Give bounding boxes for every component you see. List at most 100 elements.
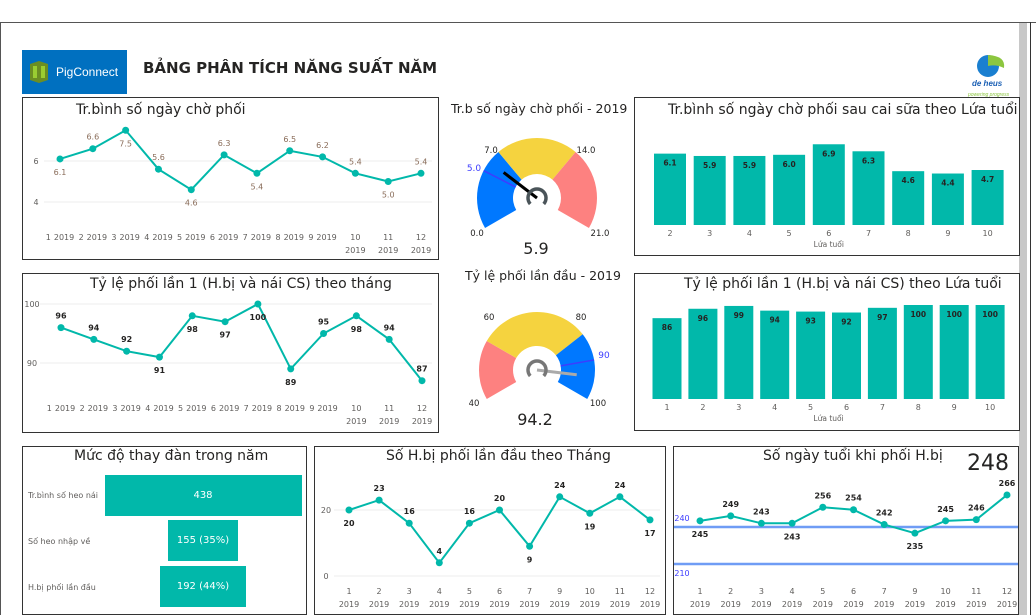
data-point[interactable] — [385, 335, 393, 343]
x-tick-label: 12 2019 — [412, 404, 432, 426]
x-tick-month: 2 — [79, 233, 84, 242]
data-label: 246 — [968, 504, 985, 513]
data-label: 4.6 — [185, 199, 198, 208]
x-tick-label: 5 2019 — [178, 404, 206, 413]
data-point[interactable] — [57, 324, 65, 332]
data-point[interactable] — [254, 300, 262, 308]
bar[interactable] — [812, 144, 845, 225]
data-point[interactable] — [287, 365, 295, 373]
data-point[interactable] — [526, 542, 534, 550]
data-point[interactable] — [418, 377, 426, 385]
x-tick-label: 9 2019 — [309, 404, 337, 413]
bar[interactable] — [867, 307, 897, 399]
data-point[interactable] — [616, 493, 624, 501]
data-point[interactable] — [586, 509, 594, 517]
data-point[interactable] — [90, 335, 98, 343]
data-point[interactable] — [384, 178, 392, 185]
x-tick-label: 5 — [787, 229, 792, 238]
data-point[interactable] — [253, 169, 261, 177]
data-point[interactable] — [496, 506, 503, 514]
bar[interactable] — [688, 308, 718, 399]
data-point[interactable] — [942, 517, 950, 525]
x-tick-month: 1 — [697, 587, 702, 596]
bar[interactable] — [652, 318, 682, 399]
bar-value-label: 6.0 — [782, 160, 795, 169]
bar[interactable] — [760, 310, 790, 399]
x-tick-label: 1 — [664, 403, 669, 412]
bar[interactable] — [733, 155, 766, 225]
data-point[interactable] — [351, 169, 359, 177]
x-tick-year: 2019 — [345, 246, 365, 255]
funnel-bar[interactable]: 155 (35%) — [168, 520, 238, 561]
data-point[interactable] — [319, 153, 327, 161]
data-label: 94 — [88, 323, 100, 332]
data-point[interactable] — [880, 521, 888, 529]
gauge-hub — [526, 187, 548, 206]
funnel-bar[interactable]: 192 (44%) — [159, 566, 247, 607]
data-point[interactable] — [89, 145, 97, 153]
data-point[interactable] — [220, 151, 228, 159]
x-tick-label: 1 2019 — [690, 587, 710, 609]
bar[interactable] — [971, 170, 1004, 225]
x-tick-month: 6 — [851, 587, 856, 596]
data-point[interactable] — [155, 353, 163, 361]
data-point[interactable] — [417, 169, 425, 177]
bar[interactable] — [654, 153, 686, 225]
x-tick-month: 5 — [820, 587, 825, 596]
bar[interactable] — [975, 305, 1005, 399]
funnel-bar[interactable]: 438 — [104, 475, 302, 516]
data-point[interactable] — [727, 512, 735, 520]
x-tick-year: 2019 — [185, 233, 205, 242]
data-point[interactable] — [352, 312, 360, 320]
data-point[interactable] — [154, 165, 162, 173]
bar[interactable] — [693, 155, 726, 225]
data-point[interactable] — [435, 559, 443, 567]
vertical-scrollbar[interactable] — [1019, 23, 1027, 615]
x-tick-year: 2019 — [997, 600, 1017, 609]
data-point[interactable] — [646, 516, 654, 524]
gauge-scale-label: 40 — [469, 399, 480, 409]
data-point[interactable] — [286, 147, 294, 155]
frame-border-top — [0, 22, 1036, 23]
data-point[interactable] — [56, 155, 64, 163]
bar[interactable] — [724, 305, 754, 399]
data-point[interactable] — [405, 519, 413, 527]
bar[interactable] — [796, 311, 826, 399]
bar[interactable] — [931, 173, 964, 225]
x-tick-year: 2019 — [399, 600, 419, 609]
data-point[interactable] — [696, 517, 704, 525]
logo-text: PigConnect — [56, 65, 119, 79]
x-tick-label: 2 — [700, 403, 705, 412]
data-point[interactable] — [188, 312, 196, 320]
data-point[interactable] — [123, 347, 131, 355]
data-point[interactable] — [788, 519, 796, 527]
bar[interactable] — [939, 305, 969, 399]
bar[interactable] — [852, 151, 885, 225]
data-point[interactable] — [972, 516, 980, 524]
data-point[interactable] — [819, 503, 827, 511]
gauge-needle — [502, 171, 538, 200]
data-point[interactable] — [221, 318, 229, 326]
x-tick-year: 2019 — [284, 233, 304, 242]
bar[interactable] — [892, 171, 925, 225]
data-point[interactable] — [757, 519, 765, 527]
data-point[interactable] — [375, 496, 383, 504]
x-tick-label: 12 2019 — [640, 587, 660, 609]
bar[interactable] — [773, 154, 806, 225]
frame-border-left — [0, 22, 1, 615]
x-tick-label: 3 — [736, 403, 741, 412]
bar-value-label: 100 — [946, 310, 962, 319]
data-point[interactable] — [465, 519, 473, 527]
x-axis-title: Lứa tuổi — [814, 240, 844, 249]
data-point[interactable] — [122, 126, 130, 134]
data-point[interactable] — [850, 506, 857, 514]
bar[interactable] — [903, 305, 933, 399]
data-point[interactable] — [1003, 491, 1011, 499]
x-tick-label: 2 2019 — [721, 587, 741, 609]
data-point[interactable] — [345, 506, 353, 514]
data-point[interactable] — [556, 493, 564, 501]
bar[interactable] — [832, 312, 861, 399]
data-point[interactable] — [187, 186, 195, 194]
data-point[interactable] — [320, 330, 328, 337]
data-point[interactable] — [911, 529, 919, 537]
